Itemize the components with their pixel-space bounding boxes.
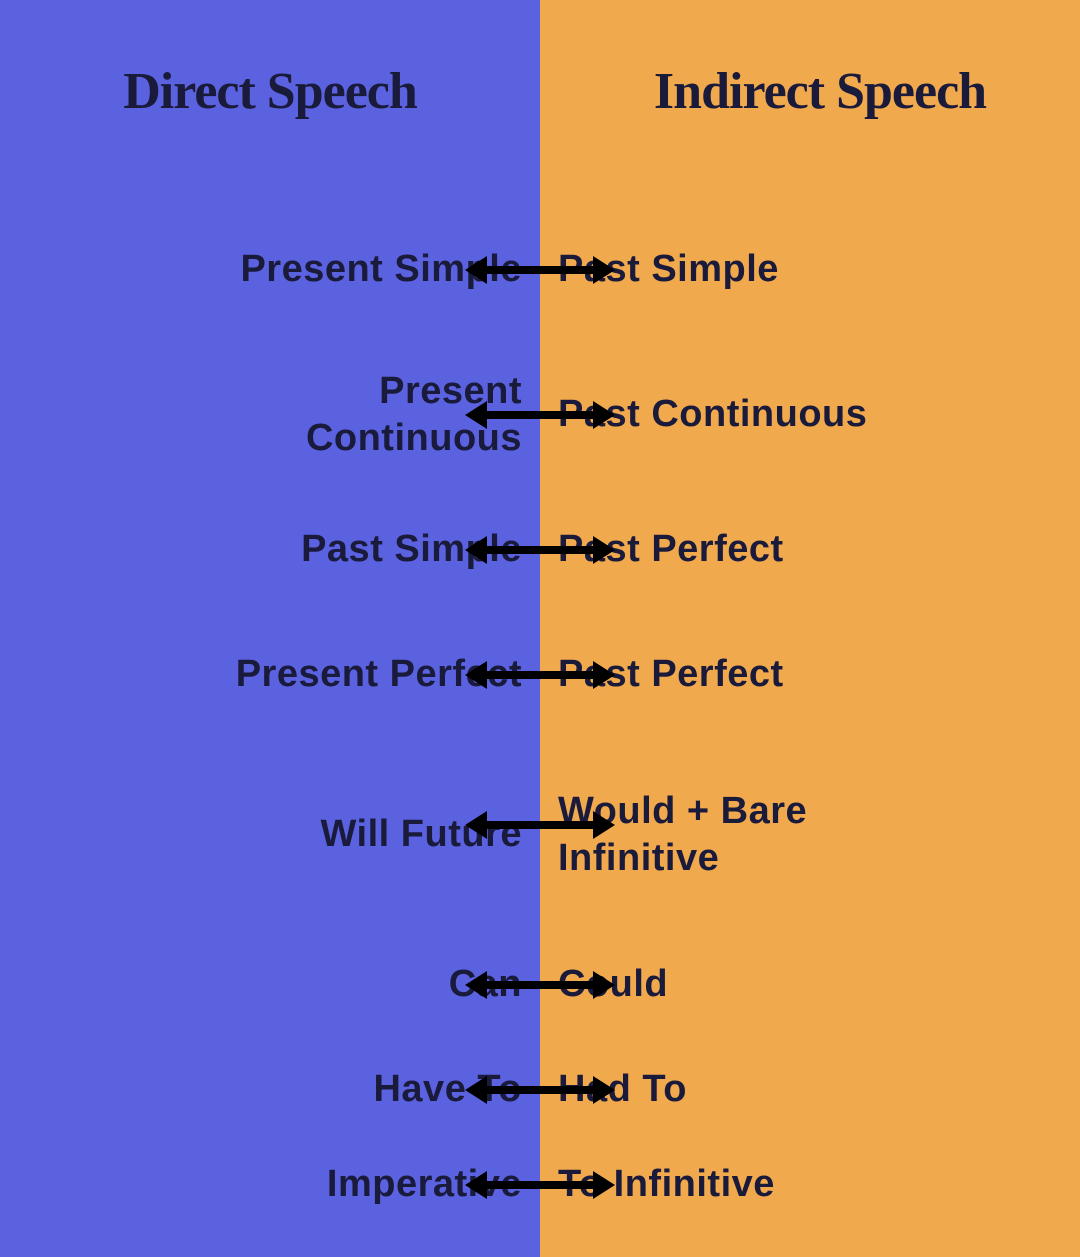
indirect-row: Past Simple [540, 230, 1080, 310]
indirect-row: Could [540, 950, 1080, 1020]
direct-row: Present Simple [0, 230, 540, 310]
direct-row: Past Simple [0, 510, 540, 590]
indirect-row: Past Continuous [540, 360, 1080, 470]
indirect-speech-column: Indirect Speech Past Simple Past Continuo… [540, 0, 1080, 1257]
indirect-row: To Infinitive [540, 1150, 1080, 1220]
indirect-row: Had To [540, 1055, 1080, 1125]
double-arrow-icon [465, 250, 615, 290]
direct-row: Will Future [0, 775, 540, 895]
double-arrow-icon [465, 395, 615, 435]
indirect-row: Past Perfect [540, 510, 1080, 590]
direct-speech-column: Direct Speech Present Simple Present Cont… [0, 0, 540, 1257]
direct-row: Present Perfect [0, 635, 540, 715]
direct-row: Imperative [0, 1150, 540, 1220]
direct-row: Can [0, 950, 540, 1020]
double-arrow-icon [465, 530, 615, 570]
indirect-speech-header: Indirect Speech [540, 0, 1080, 121]
double-arrow-icon [465, 1070, 615, 1110]
speech-comparison-container: Direct Speech Present Simple Present Cont… [0, 0, 1080, 1257]
direct-row: Present Continuous [0, 360, 540, 470]
indirect-row: Would + Bare Infinitive [540, 775, 1080, 895]
double-arrow-icon [465, 965, 615, 1005]
direct-row: Have To [0, 1055, 540, 1125]
double-arrow-icon [465, 805, 615, 845]
indirect-row: Past Perfect [540, 635, 1080, 715]
direct-speech-header: Direct Speech [0, 0, 540, 121]
double-arrow-icon [465, 655, 615, 695]
double-arrow-icon [465, 1165, 615, 1205]
